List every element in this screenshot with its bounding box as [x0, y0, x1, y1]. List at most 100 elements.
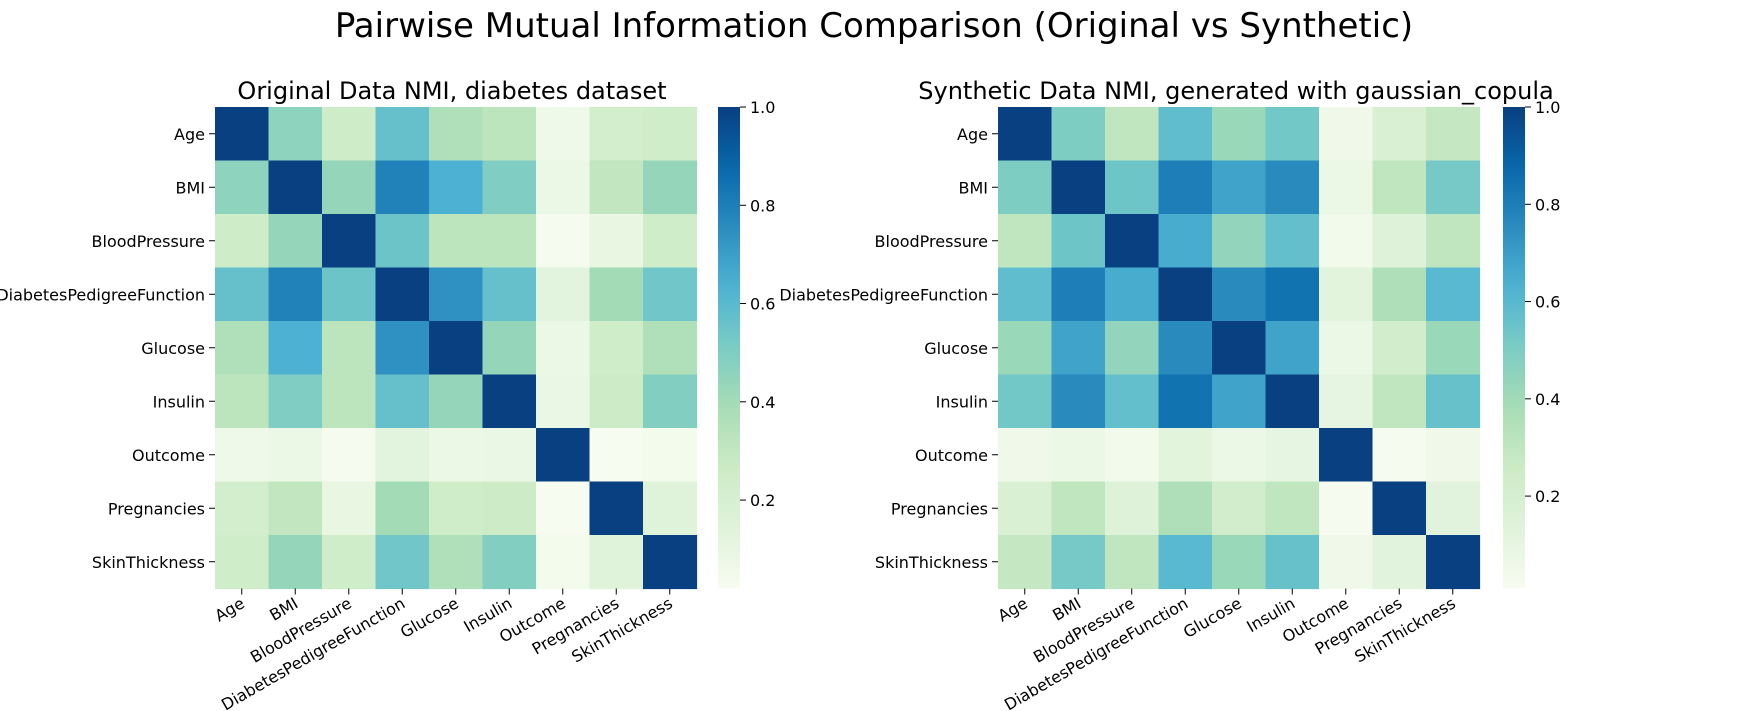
- heatmap-cell-BMI-Insulin: [1265, 160, 1320, 215]
- heatmap-cell-SkinThickness-Age: [998, 535, 1053, 590]
- colorbar-tick-label: 0.8: [750, 196, 775, 215]
- heatmap-cell-BMI-BloodPressure: [322, 160, 377, 215]
- heatmap-cell-Outcome-Insulin: [1265, 428, 1320, 483]
- heatmap-cell-Outcome-SkinThickness: [1426, 428, 1481, 483]
- heatmap-cell-SkinThickness-BMI: [268, 535, 323, 590]
- heatmap-cell-Pregnancies-DiabetesPedigreeFunction: [1158, 481, 1213, 536]
- y-tick-label: DiabetesPedigreeFunction: [0, 285, 205, 304]
- y-tick-label: BMI: [176, 178, 206, 197]
- heatmap-cell-Insulin-SkinThickness: [1426, 374, 1481, 429]
- heatmap-cell-BloodPressure-BloodPressure: [1105, 214, 1160, 269]
- heatmap-cell-Insulin-Age: [998, 374, 1053, 429]
- heatmap-cell-BloodPressure-SkinThickness: [1426, 214, 1481, 269]
- heatmap-cell-Insulin-Outcome: [1319, 374, 1374, 429]
- heatmap-cell-Pregnancies-Pregnancies: [1372, 481, 1427, 536]
- heatmap-cell-Glucose-Outcome: [1319, 321, 1374, 376]
- heatmap-cell-DiabetesPedigreeFunction-Age: [215, 267, 270, 322]
- colorbar-tick-label: 0.6: [750, 295, 775, 314]
- heatmap-panel-1: Original Data NMI, diabetes dataset Age BM…: [0, 77, 775, 711]
- heatmap-cell-Outcome-Glucose: [429, 428, 484, 483]
- heatmap-cell-SkinThickness-Age: [215, 535, 270, 590]
- heatmap-cell-DiabetesPedigreeFunction-Outcome: [536, 267, 591, 322]
- heatmap-cell-SkinThickness-Glucose: [1212, 535, 1267, 590]
- heatmap-cells: [215, 107, 698, 590]
- heatmap-cell-BMI-Pregnancies: [1372, 160, 1427, 215]
- heatmap-cell-BloodPressure-BMI: [1051, 214, 1106, 269]
- heatmap-cell-BloodPressure-BloodPressure: [322, 214, 377, 269]
- heatmap-cell-Glucose-Pregnancies: [1372, 321, 1427, 376]
- heatmap-cell-BMI-Outcome: [1319, 160, 1374, 215]
- heatmap-cell-Outcome-Insulin: [482, 428, 537, 483]
- colorbar-tick-label: 0.8: [1535, 195, 1560, 214]
- heatmap-cell-DiabetesPedigreeFunction-DiabetesPedigreeFunction: [375, 267, 430, 322]
- heatmap-cell-Outcome-DiabetesPedigreeFunction: [1158, 428, 1213, 483]
- heatmap-cell-Pregnancies-BMI: [1051, 481, 1106, 536]
- heatmap-panel-2: Synthetic Data NMI, generated with gauss…: [779, 77, 1560, 711]
- colorbar: [1503, 107, 1525, 589]
- heatmap-cell-SkinThickness-Outcome: [536, 535, 591, 590]
- heatmap-cell-Insulin-Pregnancies: [1372, 374, 1427, 429]
- y-tick-label: Age: [174, 125, 205, 144]
- heatmap-cell-BloodPressure-DiabetesPedigreeFunction: [375, 214, 430, 269]
- heatmap-cell-Pregnancies-Glucose: [1212, 481, 1267, 536]
- heatmap-cell-Age-Glucose: [429, 107, 484, 162]
- heatmap-cell-Outcome-DiabetesPedigreeFunction: [375, 428, 430, 483]
- colorbar-tick-label: 0.4: [1535, 390, 1560, 409]
- heatmap-cell-BMI-Age: [998, 160, 1053, 215]
- heatmap-cell-Pregnancies-Age: [998, 481, 1053, 536]
- heatmap-cell-BloodPressure-Age: [215, 214, 270, 269]
- heatmap-cell-Outcome-Outcome: [1319, 428, 1374, 483]
- heatmap-cell-BMI-Age: [215, 160, 270, 215]
- heatmap-cell-BMI-Insulin: [482, 160, 537, 215]
- heatmap-cell-Pregnancies-SkinThickness: [1426, 481, 1481, 536]
- x-tick-label: Age: [994, 594, 1030, 626]
- heatmap-cell-Insulin-BloodPressure: [322, 374, 377, 429]
- colorbar-tick-label: 0.2: [1535, 487, 1560, 506]
- x-tick-label: Glucose: [1180, 594, 1245, 642]
- heatmap-cell-Glucose-SkinThickness: [1426, 321, 1481, 376]
- heatmap-cell-BloodPressure-BMI: [268, 214, 323, 269]
- heatmap-cell-DiabetesPedigreeFunction-Outcome: [1319, 267, 1374, 322]
- colorbar-tick-label: 1.0: [1535, 98, 1560, 117]
- heatmap-cell-BloodPressure-Outcome: [536, 214, 591, 269]
- heatmap-cell-Pregnancies-Insulin: [1265, 481, 1320, 536]
- heatmap-cell-BloodPressure-Outcome: [1319, 214, 1374, 269]
- colorbar-tick-label: 0.4: [750, 393, 775, 412]
- heatmap-cell-DiabetesPedigreeFunction-Pregnancies: [589, 267, 644, 322]
- heatmap-cell-Outcome-Pregnancies: [589, 428, 644, 483]
- x-tick-label: Age: [211, 594, 247, 626]
- heatmap-cell-Pregnancies-Outcome: [536, 481, 591, 536]
- heatmap-cell-BloodPressure-Age: [998, 214, 1053, 269]
- heatmap-cell-DiabetesPedigreeFunction-BloodPressure: [1105, 267, 1160, 322]
- heatmap-cell-Glucose-Age: [998, 321, 1053, 376]
- heatmap-cell-BloodPressure-Pregnancies: [1372, 214, 1427, 269]
- heatmap-cell-Outcome-BloodPressure: [1105, 428, 1160, 483]
- heatmap-cell-Age-Outcome: [1319, 107, 1374, 162]
- heatmap-cell-Insulin-Age: [215, 374, 270, 429]
- heatmap-cell-Age-Glucose: [1212, 107, 1267, 162]
- heatmap-cell-Pregnancies-Outcome: [1319, 481, 1374, 536]
- heatmap-cell-SkinThickness-BMI: [1051, 535, 1106, 590]
- heatmap-cell-BloodPressure-Glucose: [1212, 214, 1267, 269]
- heatmap-cell-DiabetesPedigreeFunction-BMI: [1051, 267, 1106, 322]
- heatmap-cell-Age-SkinThickness: [1426, 107, 1481, 162]
- heatmap-cell-BMI-BMI: [1051, 160, 1106, 215]
- heatmap-cell-Outcome-Age: [215, 428, 270, 483]
- y-tick-label: BMI: [959, 178, 989, 197]
- heatmap-cell-BloodPressure-Insulin: [1265, 214, 1320, 269]
- heatmap-cell-Insulin-Insulin: [482, 374, 537, 429]
- heatmap-cell-Outcome-Glucose: [1212, 428, 1267, 483]
- heatmap-cell-Age-SkinThickness: [643, 107, 698, 162]
- heatmap-cell-Glucose-Insulin: [1265, 321, 1320, 376]
- heatmap-cell-Glucose-SkinThickness: [643, 321, 698, 376]
- heatmap-cell-Insulin-SkinThickness: [643, 374, 698, 429]
- heatmap-cell-SkinThickness-BloodPressure: [1105, 535, 1160, 590]
- heatmap-cell-Insulin-DiabetesPedigreeFunction: [1158, 374, 1213, 429]
- heatmap-cell-Pregnancies-BloodPressure: [1105, 481, 1160, 536]
- heatmap-cell-DiabetesPedigreeFunction-Glucose: [1212, 267, 1267, 322]
- heatmap-cell-Outcome-BMI: [1051, 428, 1106, 483]
- heatmap-cell-Age-Outcome: [536, 107, 591, 162]
- heatmap-cell-Glucose-Insulin: [482, 321, 537, 376]
- heatmap-cell-Age-Insulin: [1265, 107, 1320, 162]
